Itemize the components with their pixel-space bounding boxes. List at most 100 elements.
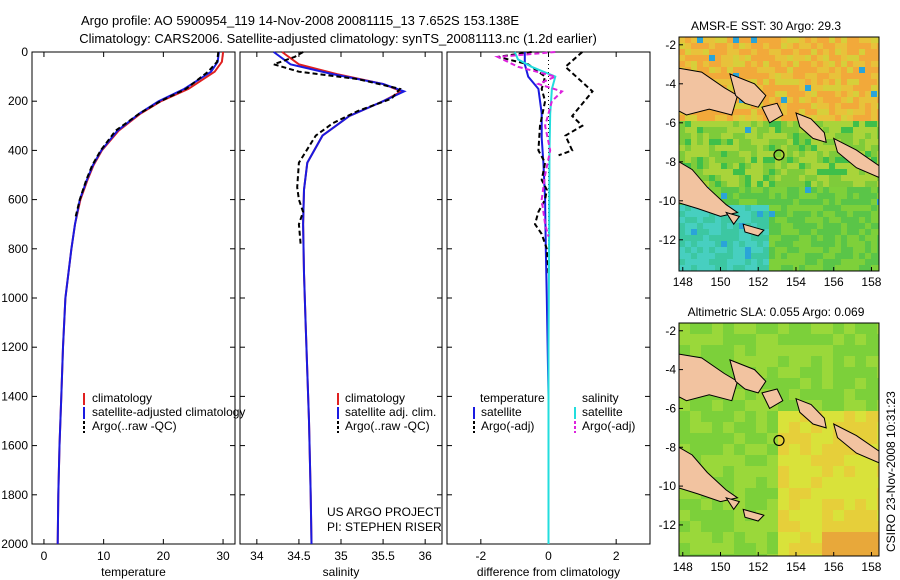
map-y-tick-label: -12 bbox=[659, 518, 677, 532]
legend-satellite-label: satellite-adjusted climatology bbox=[92, 405, 245, 419]
sla-land-polygon bbox=[729, 359, 767, 394]
sla-land-polygon bbox=[725, 496, 741, 511]
temperature-panel: 0 10 20 30 0 200 400 600 800 1000 1200 1400 1600 1800… bbox=[1, 45, 236, 579]
difference-series-temperature-argo-adj- bbox=[497, 51, 550, 274]
map-x-tick-label: 154 bbox=[786, 275, 806, 289]
legend-sal-satellite-label: satellite bbox=[582, 405, 623, 419]
temperature-plot-frame bbox=[31, 51, 236, 545]
y-tick-label: 1600 bbox=[1, 439, 28, 453]
x-tick-label: 34 bbox=[250, 549, 264, 563]
x-tick-label: 35.5 bbox=[371, 549, 395, 563]
legend-sal-argo-label: Argo(-adj) bbox=[582, 419, 635, 433]
legend-temp-satellite-label: satellite bbox=[481, 405, 522, 419]
sst-map: 148 150 152 154 156 158 -2 -4 -6 -8 -10 -12 bbox=[659, 36, 882, 289]
x-tick-label: 20 bbox=[157, 549, 171, 563]
salinity-legend: climatology satellite adj. clim. Argo(..… bbox=[327, 391, 442, 534]
sst-land-polygon bbox=[679, 161, 739, 217]
x-tick-label: -2 bbox=[475, 549, 486, 563]
y-tick-label: 1800 bbox=[1, 488, 28, 502]
map-x-tick-label: 148 bbox=[673, 560, 693, 574]
x-tick-label: 36 bbox=[418, 549, 432, 563]
difference-legend: temperature salinity satellite Argo(-adj… bbox=[473, 391, 635, 433]
y-tick-label: 200 bbox=[8, 94, 28, 108]
y-tick-label: 0 bbox=[21, 45, 28, 59]
salinity-x-axis-label: salinity bbox=[323, 565, 360, 579]
sla-map-field bbox=[679, 323, 879, 556]
sst-land-polygon bbox=[795, 112, 827, 144]
project-name: US ARGO PROJECT bbox=[327, 505, 442, 519]
salinity-panel: 34 34.5 35 35.5 36 salinity bbox=[239, 51, 443, 579]
sla-argo-marker bbox=[773, 434, 785, 447]
salinity-plot-frame bbox=[239, 51, 443, 545]
map-x-tick-label: 150 bbox=[710, 275, 730, 289]
x-tick-label: 2 bbox=[613, 549, 620, 563]
legend-temperature-header: temperature bbox=[480, 391, 545, 405]
x-tick-label: 30 bbox=[216, 549, 230, 563]
difference-series-salinity-argo-adj- bbox=[494, 51, 564, 237]
sla-land-polygon bbox=[679, 446, 739, 503]
sla-land-polygon bbox=[761, 388, 784, 410]
sst-land-polygon bbox=[761, 102, 784, 124]
credit-timestamp: CSIRO 23-Nov-2008 10:31:23 bbox=[884, 391, 898, 552]
difference-series-salinity-argo-black bbox=[558, 51, 594, 157]
map-y-tick-label: -12 bbox=[659, 233, 677, 247]
map-y-tick-label: -6 bbox=[665, 116, 676, 130]
sst-map-frame bbox=[678, 36, 880, 272]
difference-x-axis-label: difference from climatology bbox=[477, 565, 620, 579]
sla-map: 148 150 152 154 156 158 -2 -4 -6 -8 -10 -12 bbox=[659, 322, 882, 574]
map-y-tick-label: -6 bbox=[665, 401, 676, 415]
map-x-tick-label: 148 bbox=[673, 275, 693, 289]
map-x-tick-label: 152 bbox=[748, 275, 768, 289]
x-tick-label: 10 bbox=[97, 549, 111, 563]
project-pi: PI: STEPHEN RISER bbox=[327, 520, 442, 534]
map-x-tick-label: 156 bbox=[824, 560, 844, 574]
temperature-series-argo-raw-qc- bbox=[74, 51, 220, 220]
difference-series-temperature-satellite bbox=[523, 52, 550, 544]
y-tick-label: 1200 bbox=[1, 340, 28, 354]
legend-temp-argo-label: Argo(-adj) bbox=[481, 419, 534, 433]
map-x-tick-label: 154 bbox=[786, 560, 806, 574]
map-y-tick-label: -2 bbox=[665, 38, 676, 52]
x-tick-label: 35 bbox=[334, 549, 348, 563]
figure-title-line1: Argo profile: AO 5900954_119 14-Nov-2008… bbox=[81, 13, 519, 28]
sst-map-title: AMSR-E SST: 30 Argo: 29.3 bbox=[691, 19, 841, 33]
y-tick-label: 400 bbox=[8, 143, 28, 157]
sst-argo-marker bbox=[773, 149, 785, 161]
y-tick-label: 1000 bbox=[1, 291, 28, 305]
sst-land-polygon bbox=[679, 67, 739, 116]
legend-argo-label: Argo(..raw -QC) bbox=[345, 419, 430, 433]
y-tick-label: 800 bbox=[8, 242, 28, 256]
x-tick-label: 34.5 bbox=[287, 549, 311, 563]
x-tick-label: 0 bbox=[545, 549, 552, 563]
temperature-legend: climatology satellite-adjusted climatolo… bbox=[83, 391, 245, 433]
sla-land-polygon bbox=[795, 397, 827, 429]
figure-title-line2: Climatology: CARS2006. Satellite-adjuste… bbox=[79, 31, 597, 46]
legend-salinity-header: salinity bbox=[582, 391, 619, 405]
map-y-tick-label: -4 bbox=[665, 363, 676, 377]
map-y-tick-label: -10 bbox=[659, 194, 677, 208]
sst-land-polygon bbox=[742, 223, 765, 237]
map-x-tick-label: 152 bbox=[748, 560, 768, 574]
difference-panel: -2 0 2 difference from climatology bbox=[446, 51, 651, 579]
map-y-tick-label: -8 bbox=[665, 155, 676, 169]
map-y-tick-label: -2 bbox=[665, 324, 676, 338]
sla-land-polygon bbox=[679, 353, 739, 402]
legend-argo-label: Argo(..raw -QC) bbox=[92, 419, 177, 433]
y-tick-label: 2000 bbox=[1, 537, 28, 551]
map-y-tick-label: -4 bbox=[665, 77, 676, 91]
sla-map-frame bbox=[678, 322, 880, 557]
map-x-tick-label: 158 bbox=[861, 275, 881, 289]
legend-climatology-label: climatology bbox=[345, 391, 405, 405]
sla-land-polygon bbox=[832, 423, 879, 464]
map-x-tick-label: 156 bbox=[824, 275, 844, 289]
y-tick-label: 600 bbox=[8, 193, 28, 207]
sst-land-polygon bbox=[725, 211, 741, 226]
map-x-tick-label: 158 bbox=[861, 560, 881, 574]
map-y-tick-label: -10 bbox=[659, 479, 677, 493]
x-tick-label: 0 bbox=[41, 549, 48, 563]
temperature-x-axis-label: temperature bbox=[101, 565, 166, 579]
sst-land-polygon bbox=[729, 73, 767, 108]
sst-map-field bbox=[679, 37, 879, 271]
salinity-series-satellite-adj-clim- bbox=[273, 51, 407, 545]
